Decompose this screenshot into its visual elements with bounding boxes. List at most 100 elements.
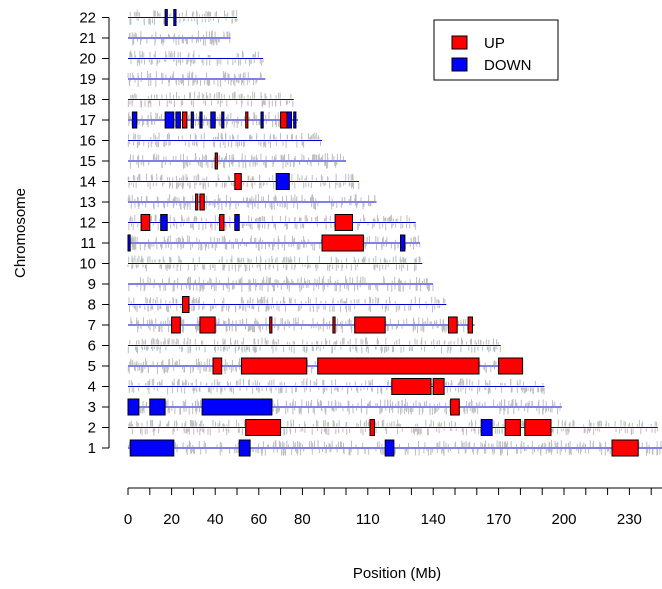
region-up-chr-5 bbox=[240, 357, 308, 375]
y-tick-label: 22 bbox=[79, 10, 96, 27]
region-down-chr-17 bbox=[293, 111, 297, 129]
y-tick-label: 12 bbox=[79, 215, 96, 232]
region-down-chr-3 bbox=[149, 398, 166, 416]
region-down-chr-17 bbox=[210, 111, 216, 129]
x-tick-label: 40 bbox=[207, 511, 224, 528]
region-down-chr-22 bbox=[173, 9, 177, 26]
region-down-chr-17 bbox=[260, 111, 264, 129]
legend-swatch-down bbox=[451, 57, 468, 72]
y-axis-label: Chromosome bbox=[12, 188, 29, 278]
x-tick-label: 140 bbox=[421, 511, 446, 528]
region-up-chr-2 bbox=[245, 419, 282, 436]
region-down-chr-12 bbox=[160, 214, 168, 231]
legend-label-up: UP bbox=[484, 35, 505, 52]
y-tick-label: 2 bbox=[88, 420, 96, 437]
region-down-chr-14 bbox=[275, 173, 290, 190]
x-tick-label: 60 bbox=[250, 511, 267, 528]
region-up-chr-11 bbox=[321, 234, 364, 252]
region-up-chr-1 bbox=[611, 439, 639, 457]
x-axis: 0 20 40 60 80 110 140 170 200 230 bbox=[124, 487, 662, 528]
y-tick-label: 16 bbox=[79, 133, 96, 150]
y-tick-label: 9 bbox=[88, 276, 96, 293]
probe-ticks-chr-21 bbox=[128, 30, 231, 46]
region-down-chr-22 bbox=[164, 9, 168, 26]
probe-ticks-chr-9 bbox=[128, 276, 434, 292]
region-up-chr-4 bbox=[391, 378, 432, 395]
probe-ticks-chr-19 bbox=[127, 71, 262, 87]
x-tick-label: 110 bbox=[356, 511, 380, 528]
region-up-chr-8 bbox=[182, 296, 190, 313]
probe-ticks-chr-20 bbox=[129, 50, 264, 67]
y-tick-label: 6 bbox=[88, 338, 96, 355]
region-up-chr-7 bbox=[354, 316, 386, 334]
region-down-chr-17 bbox=[199, 111, 203, 129]
region-up-chr-5 bbox=[212, 357, 223, 375]
probe-ticks-chr-16 bbox=[127, 132, 321, 149]
chromosome-lines bbox=[128, 17, 662, 449]
region-down-chr-17 bbox=[190, 111, 194, 129]
region-up-chr-17 bbox=[280, 111, 288, 129]
region-down-chr-3 bbox=[201, 398, 273, 416]
region-up-chr-2 bbox=[369, 419, 375, 436]
region-up-chr-12 bbox=[334, 214, 354, 231]
region-up-chr-3 bbox=[450, 398, 460, 416]
region-boxes bbox=[127, 9, 639, 457]
probe-ticks-chr-15 bbox=[129, 153, 344, 169]
region-down-chr-17 bbox=[164, 111, 175, 129]
y-tick-label: 17 bbox=[79, 112, 96, 129]
region-down-chr-1 bbox=[129, 439, 175, 457]
region-up-chr-4 bbox=[432, 378, 445, 395]
y-tick-label: 3 bbox=[88, 399, 96, 416]
region-down-chr-17 bbox=[221, 111, 225, 129]
region-down-chr-17 bbox=[175, 111, 181, 129]
region-down-chr-11 bbox=[400, 234, 406, 252]
y-tick-label: 13 bbox=[79, 194, 96, 211]
y-tick-label: 15 bbox=[79, 153, 96, 170]
region-up-chr-15 bbox=[214, 152, 218, 170]
region-up-chr-7 bbox=[269, 316, 273, 334]
x-tick-label: 20 bbox=[163, 511, 180, 528]
region-down-chr-11 bbox=[127, 234, 131, 252]
legend-label-down: DOWN bbox=[484, 57, 532, 74]
region-up-chr-7 bbox=[467, 316, 474, 334]
legend-swatch-up bbox=[451, 35, 468, 50]
region-down-chr-12 bbox=[234, 214, 240, 231]
region-up-chr-5 bbox=[317, 357, 480, 375]
region-down-chr-3 bbox=[127, 398, 140, 416]
x-tick-label: 80 bbox=[294, 511, 311, 528]
probe-ticks-chr-10 bbox=[127, 255, 421, 272]
region-up-chr-12 bbox=[219, 214, 225, 231]
y-tick-label: 7 bbox=[88, 317, 96, 334]
y-tick-label: 21 bbox=[79, 30, 96, 47]
x-tick-label: 0 bbox=[124, 511, 132, 528]
region-up-chr-17 bbox=[182, 111, 188, 129]
region-up-chr-13 bbox=[199, 193, 205, 211]
x-tick-label: 230 bbox=[617, 511, 642, 528]
region-down-chr-2 bbox=[480, 419, 493, 436]
region-up-chr-7 bbox=[448, 316, 458, 334]
y-tick-label: 11 bbox=[80, 235, 96, 252]
region-up-chr-7 bbox=[332, 316, 336, 334]
probe-ticks-chr-2 bbox=[128, 419, 658, 436]
legend: UP DOWN bbox=[433, 19, 559, 81]
region-up-chr-5 bbox=[498, 357, 524, 375]
probe-ticks-chr-13 bbox=[127, 194, 376, 210]
region-up-chr-14 bbox=[234, 173, 242, 190]
region-down-chr-17 bbox=[286, 111, 293, 129]
y-tick-label: 4 bbox=[88, 379, 96, 396]
y-tick-label: 5 bbox=[88, 358, 96, 375]
y-tick-label: 20 bbox=[79, 51, 96, 68]
y-tick-label: 18 bbox=[79, 92, 96, 109]
region-up-chr-12 bbox=[140, 214, 151, 231]
region-down-chr-17 bbox=[131, 111, 138, 129]
region-down-chr-1 bbox=[238, 439, 251, 457]
y-tick-label: 10 bbox=[79, 256, 96, 273]
probe-ticks-chr-22 bbox=[129, 9, 238, 26]
region-down-chr-1 bbox=[384, 439, 395, 457]
region-up-chr-2 bbox=[524, 419, 552, 436]
region-up-chr-17 bbox=[245, 111, 249, 129]
x-axis-label: Position (Mb) bbox=[353, 565, 441, 582]
y-tick-label: 19 bbox=[79, 71, 96, 88]
